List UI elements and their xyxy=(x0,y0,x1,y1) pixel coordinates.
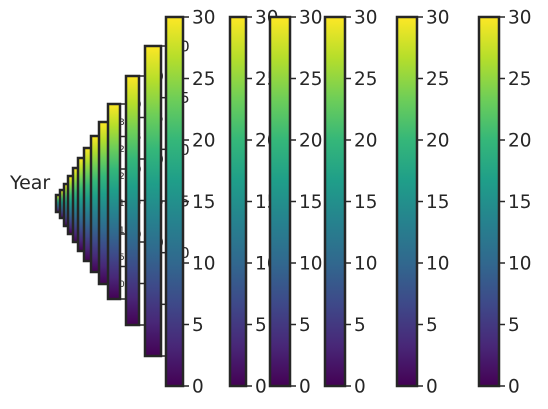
colorbar-body xyxy=(145,46,161,356)
colorbar-tick-label: 15 xyxy=(192,192,215,213)
colorbar-body xyxy=(397,17,417,386)
colorbar-tick-label: 0 xyxy=(354,377,366,398)
colorbar-body xyxy=(166,17,183,386)
colorbar-tick-label: 15 xyxy=(508,192,531,213)
colorbar-body xyxy=(230,17,246,386)
colorbar-tick-label: 15 xyxy=(299,192,322,213)
colorbar-tick-label: 0 xyxy=(255,377,267,398)
colorbar-tick-label: 25 xyxy=(354,69,377,90)
colorbar-tick-label: 25 xyxy=(192,69,215,90)
colorbar-tick-label: 30 xyxy=(192,8,215,29)
colorbar-tick-label: 15 xyxy=(354,192,377,213)
colorbar-tick-label: 25 xyxy=(299,69,322,90)
colorbar-tick-label: 0 xyxy=(192,377,204,398)
colorbar-tick-label: 5 xyxy=(354,315,366,336)
colorbar-tick-label: 20 xyxy=(426,131,449,152)
colorbar-tick-label: 30 xyxy=(299,8,322,29)
colorbar-tick-label: 10 xyxy=(354,254,377,275)
colorbar-tick-label: 25 xyxy=(508,69,531,90)
colorbar-tick-label: 20 xyxy=(299,131,322,152)
colorbar-tick-label: 20 xyxy=(192,131,215,152)
colorbar-body xyxy=(108,104,120,299)
colorbar-body xyxy=(325,17,345,386)
colorbar: 0 5 10 15 20 25 30 xyxy=(397,8,449,398)
colorbar-tick-label: 25 xyxy=(426,69,449,90)
colorbar-tick-label: 5 xyxy=(255,315,267,336)
colorbar-tick-label: 30 xyxy=(354,8,377,29)
colorbar-tick-label: 0 xyxy=(508,377,520,398)
colorbar-tick-label: 10 xyxy=(192,254,215,275)
colorbar-body xyxy=(479,17,499,386)
colorbar: 0 5 10 15 20 25 30 xyxy=(270,8,322,398)
colorbar-tick-label: 0 xyxy=(426,377,438,398)
colorbar-body xyxy=(270,17,290,386)
colorbar-tick-label: 5 xyxy=(508,315,520,336)
colorbars-group: 0 5 10 15 20 25 30 0 5 10 15 20 25 30 0 5 10 15 20 25 30 0 5 10… xyxy=(56,8,531,398)
colorbar: 0 5 10 15 20 25 30 xyxy=(166,8,215,398)
colorbar-tick-label: 30 xyxy=(426,8,449,29)
colorbar: 0 5 10 15 20 25 30 xyxy=(325,8,377,398)
colorbar-tick-label: 5 xyxy=(426,315,438,336)
colorbar-tick-label: 0 xyxy=(299,377,311,398)
colorbar-body xyxy=(126,76,139,325)
colorbar-tick-label: 10 xyxy=(299,254,322,275)
colorbar-tick-label: 15 xyxy=(426,192,449,213)
colorbar: 0 5 10 15 20 25 30 xyxy=(479,8,531,398)
colorbar-tick-label: 5 xyxy=(192,315,204,336)
colorbar-tick-label: 5 xyxy=(299,315,311,336)
colorbar-tick-label: 20 xyxy=(508,131,531,152)
colorbar-tick-label: 20 xyxy=(354,131,377,152)
colorbar-tick-label: 10 xyxy=(508,254,531,275)
colorbar-tick-label: 30 xyxy=(508,8,531,29)
colorbar-tick-label: 10 xyxy=(426,254,449,275)
y-axis-label: Year xyxy=(10,172,50,194)
